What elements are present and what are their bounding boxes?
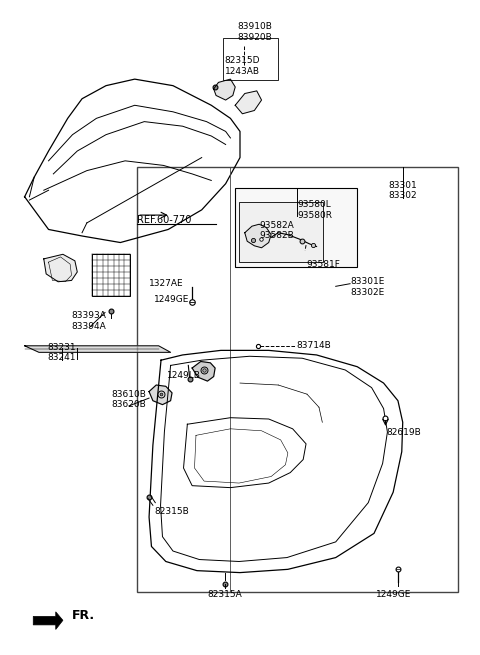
Text: 83231
83241: 83231 83241 bbox=[48, 343, 76, 362]
Polygon shape bbox=[192, 362, 215, 381]
Text: REF.60-770: REF.60-770 bbox=[137, 215, 192, 225]
Text: 83610B
83620B: 83610B 83620B bbox=[111, 390, 146, 409]
Polygon shape bbox=[44, 254, 77, 282]
Text: 93580L
93580R: 93580L 93580R bbox=[298, 200, 333, 219]
Text: FR.: FR. bbox=[72, 608, 95, 622]
Polygon shape bbox=[24, 346, 170, 352]
Bar bbox=[235, 188, 357, 267]
Polygon shape bbox=[149, 385, 172, 405]
Polygon shape bbox=[214, 79, 235, 100]
Text: 1249LB: 1249LB bbox=[167, 371, 201, 380]
Text: 93582A
93582B: 93582A 93582B bbox=[259, 221, 294, 240]
Text: 83393A
83394A: 83393A 83394A bbox=[72, 311, 107, 331]
Text: 83910B
83920B: 83910B 83920B bbox=[237, 22, 272, 42]
Text: 82315B: 82315B bbox=[155, 508, 190, 516]
Text: 83714B: 83714B bbox=[297, 341, 331, 350]
Text: 1249GE: 1249GE bbox=[154, 295, 189, 304]
Text: 82619B: 82619B bbox=[386, 428, 421, 437]
Bar bbox=[239, 202, 323, 262]
Text: 93581F: 93581F bbox=[306, 260, 340, 269]
Polygon shape bbox=[33, 612, 63, 629]
Text: 1249GE: 1249GE bbox=[375, 590, 411, 599]
Bar bbox=[223, 38, 278, 81]
Polygon shape bbox=[235, 91, 262, 114]
Bar bbox=[137, 168, 458, 592]
Text: 83301
83302: 83301 83302 bbox=[388, 181, 417, 200]
Text: 1327AE: 1327AE bbox=[149, 278, 184, 288]
Text: 82315D
1243AB: 82315D 1243AB bbox=[225, 56, 260, 76]
Text: 83301E
83302E: 83301E 83302E bbox=[350, 277, 384, 297]
Polygon shape bbox=[245, 224, 271, 248]
Text: 82315A: 82315A bbox=[207, 590, 242, 599]
Bar bbox=[92, 253, 130, 296]
